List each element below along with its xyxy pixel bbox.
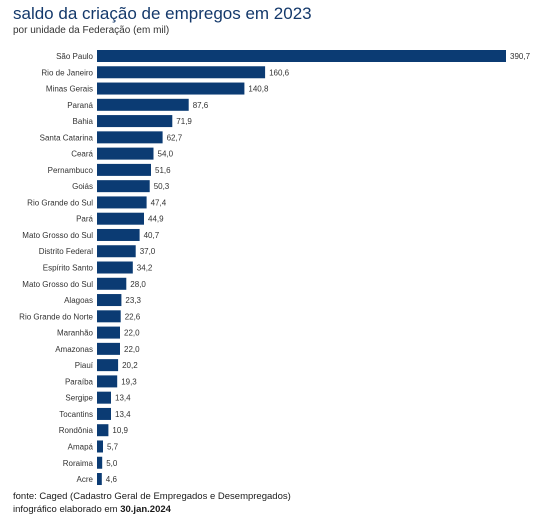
- category-label-rondonia: Rondônia: [59, 426, 94, 435]
- bar-pernambuco: [97, 163, 151, 176]
- category-label-roraima: Roraima: [63, 459, 94, 468]
- bar-sao-paulo: [97, 50, 506, 62]
- bar-ceara: [97, 147, 154, 160]
- category-label-alagoas: Alagoas: [64, 296, 93, 305]
- category-label-minas-gerais: Minas Gerais: [46, 85, 93, 94]
- category-label-goias: Goiás: [72, 182, 93, 191]
- value-label-amazonas: 22,0: [124, 345, 140, 354]
- value-label-maranhao: 22,0: [124, 329, 140, 338]
- value-label-goias: 50,3: [154, 182, 170, 191]
- bar-maranhao: [97, 326, 120, 339]
- source-note: fonte: Caged (Cadastro Geral de Empregad…: [13, 491, 291, 502]
- category-label-mato-grosso-do-sul: Mato Grosso do Sul: [22, 231, 93, 240]
- value-label-sao-paulo: 390,7: [510, 52, 531, 61]
- bar-roraima: [97, 456, 103, 469]
- value-label-rio-grande-do-sul: 47,4: [151, 198, 167, 207]
- category-label-acre: Acre: [77, 475, 94, 484]
- chart-title: saldo da criação de empregos em 2023: [13, 4, 312, 23]
- category-label-maranhao: Maranhão: [57, 329, 94, 338]
- category-label-mato-grosso-do-sul: Mato Grosso do Sul: [22, 280, 93, 289]
- value-label-bahia: 71,9: [176, 117, 192, 126]
- category-label-santa-catarina: Santa Catarina: [40, 133, 94, 142]
- bar-rio-grande-do-sul: [97, 196, 147, 209]
- credit-prefix: infográfico elaborado em: [13, 504, 121, 515]
- category-label-parana: Paraná: [67, 101, 93, 110]
- value-label-rio-grande-do-norte: 22,6: [125, 312, 141, 321]
- bar-para: [97, 212, 144, 225]
- category-label-pernambuco: Pernambuco: [48, 166, 94, 175]
- bar-tocantins: [97, 407, 111, 420]
- value-label-sergipe: 13,4: [115, 394, 131, 403]
- category-label-paraiba: Paraíba: [65, 377, 94, 386]
- bar-amazonas: [97, 342, 120, 355]
- category-label-sao-paulo: São Paulo: [56, 52, 93, 61]
- bar-rondonia: [97, 424, 109, 437]
- value-label-mato-grosso-do-sul: 40,7: [144, 231, 160, 240]
- bar-mato-grosso-do-sul: [97, 277, 127, 290]
- value-label-piaui: 20,2: [122, 361, 138, 370]
- bar-parana: [97, 98, 189, 111]
- bar-paraiba: [97, 375, 118, 388]
- category-label-para: Pará: [76, 215, 93, 224]
- bar-acre: [97, 473, 102, 486]
- value-label-acre: 4,6: [106, 475, 118, 484]
- value-label-rondonia: 10,9: [112, 426, 128, 435]
- value-label-rio-de-janeiro: 160,6: [269, 68, 290, 77]
- value-label-tocantins: 13,4: [115, 410, 131, 419]
- value-label-santa-catarina: 62,7: [167, 133, 183, 142]
- bar-amapa: [97, 440, 103, 453]
- category-label-bahia: Bahia: [73, 117, 94, 126]
- bar-mato-grosso-do-sul: [97, 228, 140, 241]
- category-label-rio-grande-do-norte: Rio Grande do Norte: [19, 312, 93, 321]
- category-label-amapa: Amapá: [68, 442, 94, 451]
- value-label-espirito-santo: 34,2: [137, 264, 153, 273]
- bar-goias: [97, 180, 150, 193]
- bar-minas-gerais: [97, 82, 245, 95]
- category-label-distrito-federal: Distrito Federal: [39, 247, 93, 256]
- credit-note: infográfico elaborado em 30.jan.2024: [13, 503, 291, 516]
- category-label-ceara: Ceará: [71, 150, 93, 159]
- value-label-pernambuco: 51,6: [155, 166, 171, 175]
- bar-espirito-santo: [97, 261, 133, 274]
- value-label-parana: 87,6: [193, 101, 209, 110]
- bar-rio-grande-do-norte: [97, 310, 121, 323]
- category-label-tocantins: Tocantins: [59, 410, 93, 419]
- credit-date: 30.jan.2024: [120, 504, 171, 515]
- category-label-rio-grande-do-sul: Rio Grande do Sul: [27, 198, 93, 207]
- value-label-alagoas: 23,3: [125, 296, 141, 305]
- category-label-sergipe: Sergipe: [65, 394, 93, 403]
- bar-rio-de-janeiro: [97, 66, 266, 79]
- bar-distrito-federal: [97, 245, 136, 258]
- category-label-rio-de-janeiro: Rio de Janeiro: [41, 68, 93, 77]
- category-label-amazonas: Amazonas: [55, 345, 93, 354]
- value-label-paraiba: 19,3: [121, 377, 137, 386]
- value-label-amapa: 5,7: [107, 442, 119, 451]
- bar-piaui: [97, 359, 119, 372]
- bar-alagoas: [97, 294, 122, 307]
- value-label-mato-grosso-do-sul: 28,0: [130, 280, 146, 289]
- value-label-distrito-federal: 37,0: [140, 247, 156, 256]
- value-label-ceara: 54,0: [158, 150, 174, 159]
- category-label-espirito-santo: Espírito Santo: [43, 264, 94, 273]
- bar-bahia: [97, 115, 173, 128]
- bar-santa-catarina: [97, 131, 163, 144]
- chart-subtitle: por unidade da Federação (em mil): [13, 25, 170, 36]
- chart-footer: fonte: Caged (Cadastro Geral de Empregad…: [13, 490, 291, 516]
- value-label-roraima: 5,0: [106, 459, 118, 468]
- bar-sergipe: [97, 391, 111, 404]
- category-label-piaui: Piauí: [75, 361, 94, 370]
- value-label-minas-gerais: 140,8: [248, 85, 269, 94]
- value-label-para: 44,9: [148, 215, 164, 224]
